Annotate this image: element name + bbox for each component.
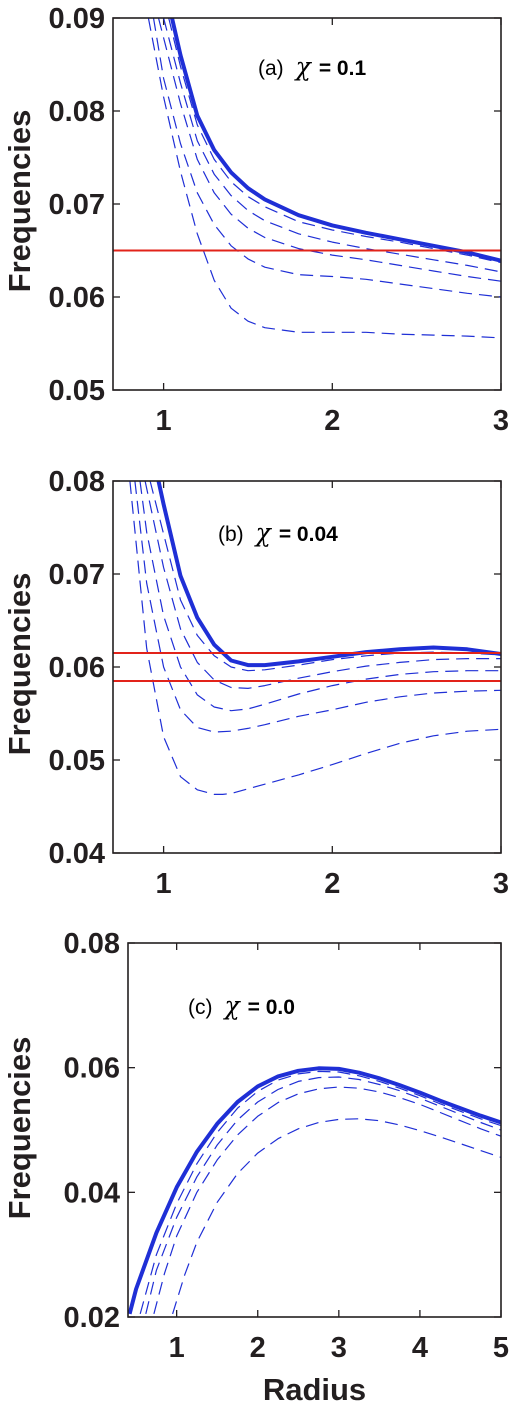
chart-panel-a: 1 2 3 0.05 0.06 0.07 0.08 0.09 Frequencies (a) χ = … <box>2 3 509 437</box>
chi-value: = 0.04 <box>279 523 338 546</box>
curve-dashed <box>149 481 501 672</box>
y-tick-label: 0.07 <box>49 189 105 221</box>
panel-label: (b) <box>218 523 244 546</box>
y-tick-label: 0.08 <box>49 96 105 128</box>
y-tick-label: 0.04 <box>64 1177 120 1209</box>
curve-dashed <box>168 18 501 264</box>
x-tick-label: 2 <box>324 405 340 437</box>
x-tick-label: 1 <box>156 405 172 437</box>
y-tick-label: 0.04 <box>49 838 105 870</box>
panel-annotation: (b) χ = 0.04 <box>218 518 338 547</box>
x-tick-label: 1 <box>169 1332 185 1364</box>
x-tick-label: 1 <box>156 868 172 900</box>
curve-dashed <box>144 481 501 689</box>
curve-dashed <box>172 1118 501 1315</box>
plot-frame <box>112 17 502 391</box>
x-tick-label: 2 <box>324 868 340 900</box>
y-axis-title: Frequencies <box>2 110 37 293</box>
y-tick-label: 0.09 <box>49 3 105 35</box>
panel-label: (c) <box>188 996 213 1019</box>
panel-annotation: (a) χ = 0.1 <box>258 52 366 81</box>
y-tick-label: 0.08 <box>64 928 120 960</box>
chi-value: = 0.0 <box>248 996 295 1019</box>
y-tick-label: 0.06 <box>64 1053 120 1085</box>
y-tick-label: 0.06 <box>49 652 105 684</box>
curves <box>128 1066 501 1315</box>
curve-dashed <box>134 481 501 733</box>
chi-value: = 0.1 <box>319 57 367 80</box>
curve-solid <box>128 1066 501 1315</box>
y-axis-title: Frequencies <box>2 1037 37 1220</box>
curve-dashed <box>139 481 501 712</box>
curve-solid <box>170 18 501 263</box>
curve-solid <box>156 481 501 668</box>
x-tick-label: 2 <box>250 1332 266 1364</box>
x-tick-label: 4 <box>412 1332 428 1364</box>
panel-annotation: (c) χ = 0.0 <box>188 991 295 1020</box>
x-tick-label: 5 <box>493 1332 509 1364</box>
curve-dashed <box>157 18 501 282</box>
curve-dashed <box>147 18 501 339</box>
plot-frame <box>112 480 502 854</box>
chart-panel-c: 1 2 3 4 5 0.02 0.04 0.06 0.08 Frequencies Radius (c… <box>2 928 509 1407</box>
y-tick-label: 0.02 <box>64 1302 120 1334</box>
curve-dashed <box>153 1086 501 1315</box>
y-tick-label: 0.06 <box>49 282 105 314</box>
y-tick-label: 0.05 <box>49 375 105 407</box>
panel-label: (a) <box>258 57 284 80</box>
curve-dashed <box>163 18 501 273</box>
curve-dashed <box>152 18 501 298</box>
curve-dashed <box>139 1070 501 1315</box>
y-tick-label: 0.08 <box>49 466 105 498</box>
y-tick-label: 0.07 <box>49 559 105 591</box>
y-axis-title: Frequencies <box>2 573 37 756</box>
curve-dashed <box>145 1076 501 1315</box>
x-tick-label: 3 <box>493 868 509 900</box>
chi-symbol: χ <box>294 52 313 81</box>
chi-symbol: χ <box>223 991 242 1020</box>
x-axis-title: Radius <box>263 1372 366 1407</box>
curves <box>147 18 501 339</box>
chart-panel-b: 1 2 3 0.04 0.05 0.06 0.07 0.08 Frequencies (b) χ = … <box>2 466 509 900</box>
plot-frame <box>127 942 502 1318</box>
x-tick-label: 3 <box>331 1332 347 1364</box>
chi-symbol: χ <box>254 518 273 547</box>
x-tick-label: 3 <box>493 405 509 437</box>
curve-dashed <box>129 481 501 795</box>
y-tick-label: 0.05 <box>49 745 105 777</box>
